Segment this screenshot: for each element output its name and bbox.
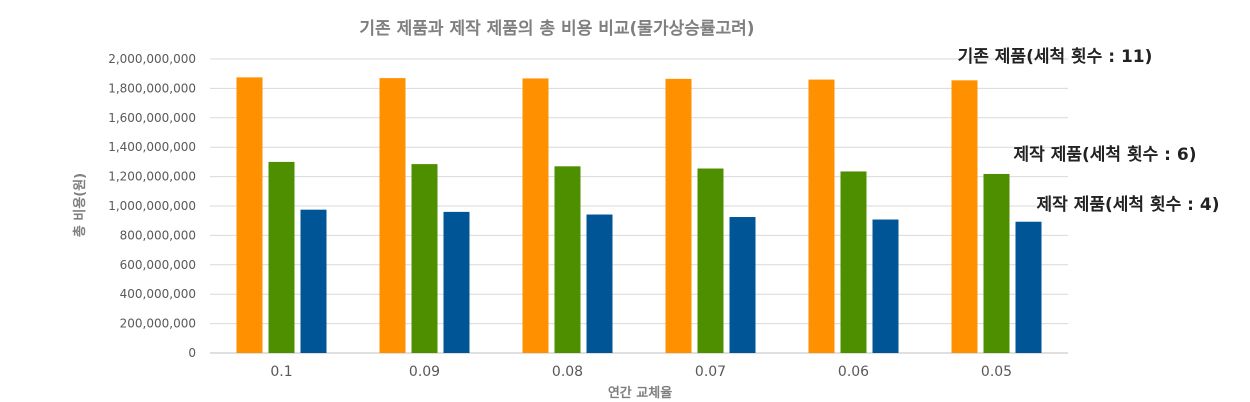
y-tick-label: 800,000,000 [120, 228, 196, 242]
x-tick-label: 0.06 [838, 364, 869, 380]
series-annotations: 기존 제품(세척 횟수 : 11) 제작 제품(세척 횟수 : 6) 제작 제품(세… [958, 47, 1220, 215]
chart-title: 기존 제품과 제작 제품의 총 비용 비교(물가상승률고려) [359, 19, 754, 39]
bar-series-1-0.05 [951, 80, 978, 353]
y-tick-label: 600,000,000 [120, 258, 196, 272]
bar-series-2-0.05 [983, 173, 1010, 353]
y-axis-ticks: 0 200,000,000 400,000,000 600,000,000 800,00… [108, 52, 196, 360]
bar-series-3-0.1 [300, 209, 327, 353]
x-axis-ticks: 0.1 0.09 0.08 0.07 0.06 0.05 [270, 364, 1012, 380]
bar-series-3-0.08 [586, 214, 613, 353]
x-tick-label: 0.1 [270, 364, 292, 380]
x-tick-label: 0.08 [552, 364, 583, 380]
y-tick-label: 400,000,000 [120, 287, 196, 301]
bar-series-1-0.07 [665, 78, 692, 353]
y-tick-label: 0 [188, 346, 196, 360]
y-tick-label: 2,000,000,000 [108, 52, 196, 66]
gridlines [210, 58, 1068, 354]
bar-series-3-0.06 [872, 219, 899, 353]
bar-series-3-0.07 [729, 217, 756, 353]
series-annotation-3: 제작 제품(세척 횟수 : 4) [1037, 195, 1220, 215]
y-tick-label: 1,800,000,000 [108, 81, 196, 95]
x-tick-label: 0.09 [409, 364, 440, 380]
y-tick-label: 200,000,000 [120, 317, 196, 331]
series-annotation-1: 기존 제품(세척 횟수 : 11) [958, 47, 1153, 67]
y-tick-label: 1,600,000,000 [108, 111, 196, 125]
y-tick-label: 1,000,000,000 [108, 199, 196, 213]
bar-series-2-0.1 [268, 161, 295, 353]
bars [236, 77, 1042, 354]
y-axis-label: 총 비용(원) [72, 173, 88, 237]
bar-series-2-0.07 [697, 168, 724, 353]
bar-series-1-0.08 [522, 78, 549, 354]
x-tick-label: 0.07 [695, 364, 726, 380]
bar-series-1-0.06 [808, 79, 835, 353]
x-axis-label: 연간 교체율 [608, 385, 672, 401]
x-tick-label: 0.05 [981, 364, 1012, 380]
y-tick-label: 1,400,000,000 [108, 140, 196, 154]
bar-series-2-0.09 [411, 164, 438, 353]
bar-series-1-0.1 [236, 77, 263, 353]
bar-series-2-0.08 [554, 166, 581, 353]
bar-series-3-0.09 [443, 211, 470, 353]
bar-series-3-0.05 [1015, 221, 1042, 353]
y-tick-label: 1,200,000,000 [108, 170, 196, 184]
bar-series-1-0.09 [379, 78, 406, 354]
bar-series-2-0.06 [840, 171, 867, 353]
series-annotation-2: 제작 제품(세척 횟수 : 6) [1014, 145, 1197, 165]
